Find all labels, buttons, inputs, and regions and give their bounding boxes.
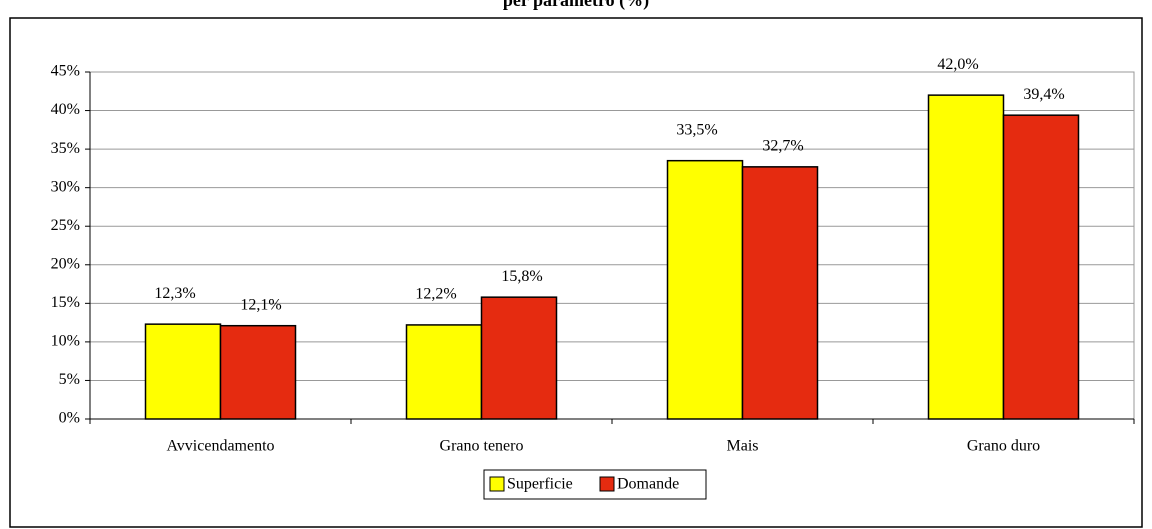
legend-swatch bbox=[599, 476, 615, 492]
y-tick-label: 20% bbox=[51, 255, 80, 272]
y-tick-label: 25% bbox=[51, 217, 80, 234]
data-label: 32,7% bbox=[762, 138, 803, 155]
x-tick-label: Grano tenero bbox=[440, 438, 524, 455]
y-tick-label: 0% bbox=[59, 410, 80, 427]
legend-frame bbox=[483, 469, 707, 500]
y-tick-label: 10% bbox=[51, 333, 80, 350]
chart-title: per parametro (%) bbox=[503, 0, 649, 11]
bar bbox=[741, 166, 819, 420]
legend-swatch bbox=[489, 476, 505, 492]
bar bbox=[666, 159, 744, 420]
y-tick-label: 35% bbox=[51, 140, 80, 157]
y-tick-label: 5% bbox=[59, 371, 80, 388]
x-tick-label: Avvicendamento bbox=[166, 438, 274, 455]
data-label: 42,0% bbox=[937, 56, 978, 73]
legend-label: Domande bbox=[617, 476, 679, 493]
x-tick-label: Grano duro bbox=[967, 438, 1040, 455]
data-label: 12,2% bbox=[415, 286, 456, 303]
data-label: 15,8% bbox=[501, 268, 542, 285]
data-label: 12,1% bbox=[240, 296, 281, 313]
bar bbox=[1002, 114, 1080, 420]
bar bbox=[480, 296, 558, 420]
y-tick-label: 40% bbox=[51, 101, 80, 118]
legend-label: Superficie bbox=[507, 476, 573, 493]
bar bbox=[219, 324, 297, 420]
x-tick-label: Mais bbox=[727, 438, 759, 455]
y-tick-label: 45% bbox=[51, 63, 80, 80]
data-label: 12,3% bbox=[154, 285, 195, 302]
bar bbox=[927, 94, 1005, 420]
data-label: 33,5% bbox=[676, 121, 717, 138]
y-tick-label: 15% bbox=[51, 294, 80, 311]
bar bbox=[144, 323, 222, 420]
y-tick-label: 30% bbox=[51, 178, 80, 195]
bar bbox=[405, 324, 483, 420]
data-label: 39,4% bbox=[1023, 86, 1064, 103]
